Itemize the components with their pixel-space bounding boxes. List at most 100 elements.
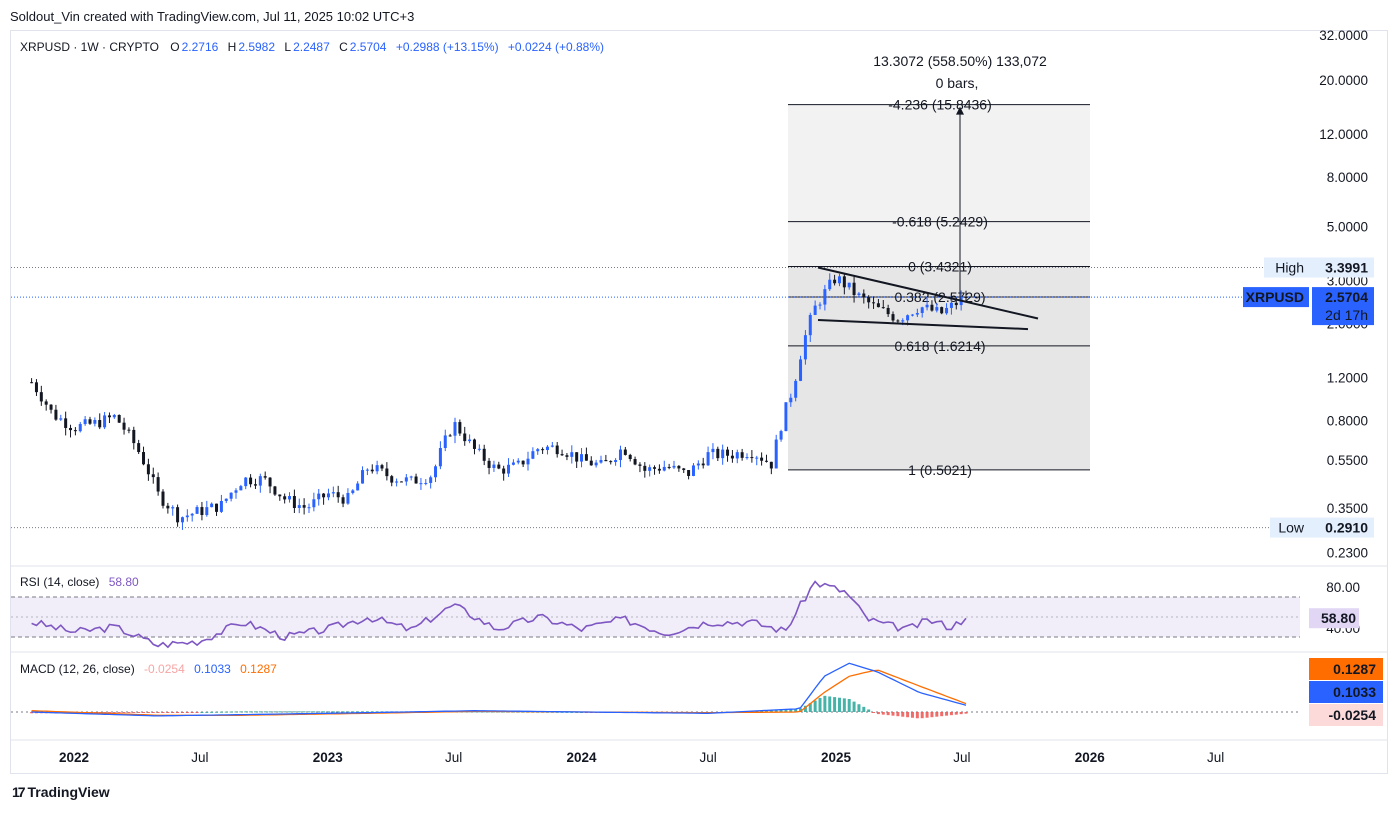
candle-body [224, 498, 228, 501]
candle-body [205, 507, 209, 516]
candle-body [711, 448, 715, 453]
candle-body [935, 307, 939, 311]
y-tick-label: 32.0000 [1319, 28, 1368, 43]
candle-body [409, 476, 413, 478]
fib-zone-lower [788, 266, 1090, 470]
candle-body [438, 448, 442, 467]
candle-body [648, 467, 652, 471]
candle-body [682, 468, 686, 471]
candle-body [151, 474, 155, 478]
candle-body [88, 419, 92, 424]
macd-hist-bar [959, 712, 963, 715]
candle-body [589, 460, 593, 466]
close-label: C [339, 40, 348, 54]
macd-hist-bar [361, 711, 365, 713]
candle-body [633, 459, 637, 465]
candle-body [482, 448, 486, 461]
macd-hist-bar [891, 712, 895, 716]
candle-body [414, 476, 418, 484]
high-label: H [227, 40, 237, 54]
rsi-band [11, 597, 1300, 637]
candle-body [580, 454, 584, 462]
last-price-badge-bg [1312, 287, 1374, 326]
symbol-badge-bg [1243, 287, 1309, 308]
rsi-value-badge: 58.80 [1321, 610, 1356, 626]
candle-body [823, 289, 827, 305]
macd-hist-badge-bg [1309, 704, 1383, 726]
candle-body [215, 503, 219, 512]
macd-hist-bar [239, 711, 243, 713]
attribution-text: Soldout_Vin created with TradingView.com… [10, 9, 415, 24]
macd-line-badge: 0.1033 [1333, 684, 1376, 700]
macd-signal-badge-bg [1309, 658, 1383, 680]
candle-body [361, 470, 365, 484]
candle-body [609, 461, 613, 463]
footer-brand[interactable]: TradingView [27, 784, 110, 800]
macd-hist-bar [925, 712, 929, 718]
candle-body [302, 505, 306, 508]
y-tick-label: 1.2000 [1327, 371, 1368, 386]
candle-body [628, 454, 632, 460]
candle-body [726, 449, 730, 456]
candle-body [735, 452, 739, 459]
candle-body [696, 463, 700, 466]
candle-body [740, 452, 744, 458]
macd-hist-bar [935, 712, 939, 717]
high-badge-value: 3.3991 [1325, 260, 1368, 276]
candle-body [852, 282, 856, 296]
change-value: +0.2988 (+13.15%) [395, 40, 499, 54]
macd-hist-bar [151, 712, 155, 713]
candle-body [292, 496, 296, 508]
candle-body [185, 515, 189, 518]
high-badge-label-bg [1264, 257, 1312, 278]
candle-body [618, 449, 622, 461]
macd-hist-bar [365, 711, 369, 713]
macd-hist-bar [803, 705, 807, 712]
candle-body [706, 452, 710, 466]
fib-level-label: 0 (3.4321) [908, 259, 972, 275]
candle-body [521, 460, 525, 465]
triangle-lower-line [817, 319, 1029, 331]
fib-level-label: 1 (0.5021) [908, 462, 972, 478]
x-tick-label: 2026 [1075, 750, 1106, 765]
macd-hist-bar [278, 711, 282, 713]
macd-hist-bar [292, 711, 296, 713]
chart-frame[interactable] [10, 30, 1388, 774]
candle-body [424, 482, 428, 484]
macd-hist-bar [283, 711, 287, 713]
candle-body [122, 422, 126, 430]
candle-body [73, 430, 77, 432]
candle-body [434, 466, 438, 478]
x-tick-label: 2025 [821, 750, 852, 765]
candle-body [229, 492, 233, 499]
candle-body [176, 507, 180, 523]
candle-body [915, 312, 919, 315]
x-tick-label: 2022 [59, 750, 89, 765]
candle-body [44, 401, 48, 405]
candle-body [365, 469, 369, 471]
macd-hist-bar [268, 711, 272, 713]
rsi-legend: RSI (14, close) 58.80 [20, 575, 141, 589]
candle-body [638, 464, 642, 466]
macd-hist-bar [112, 712, 116, 713]
y-tick-label: 0.3500 [1327, 501, 1368, 516]
candle-body [803, 335, 807, 360]
candle-body [721, 449, 725, 459]
candle-body [677, 465, 681, 469]
candle-body [112, 415, 116, 418]
candle-body [78, 424, 82, 432]
candle-body [920, 307, 924, 313]
macd-line-badge-bg [1309, 681, 1383, 703]
candle-body [307, 507, 311, 509]
candle-body [336, 492, 340, 498]
tradingview-logo-icon[interactable]: 17 [12, 784, 26, 800]
candle-body [575, 452, 579, 462]
macd-hist-bar [107, 712, 111, 713]
candle-body [443, 435, 447, 449]
fib-level-label: 0.618 (1.6214) [894, 338, 985, 354]
candle-body [278, 494, 282, 497]
candle-body [39, 392, 43, 402]
candle-body [477, 448, 481, 450]
y-tick-label: 0.2300 [1327, 546, 1368, 561]
